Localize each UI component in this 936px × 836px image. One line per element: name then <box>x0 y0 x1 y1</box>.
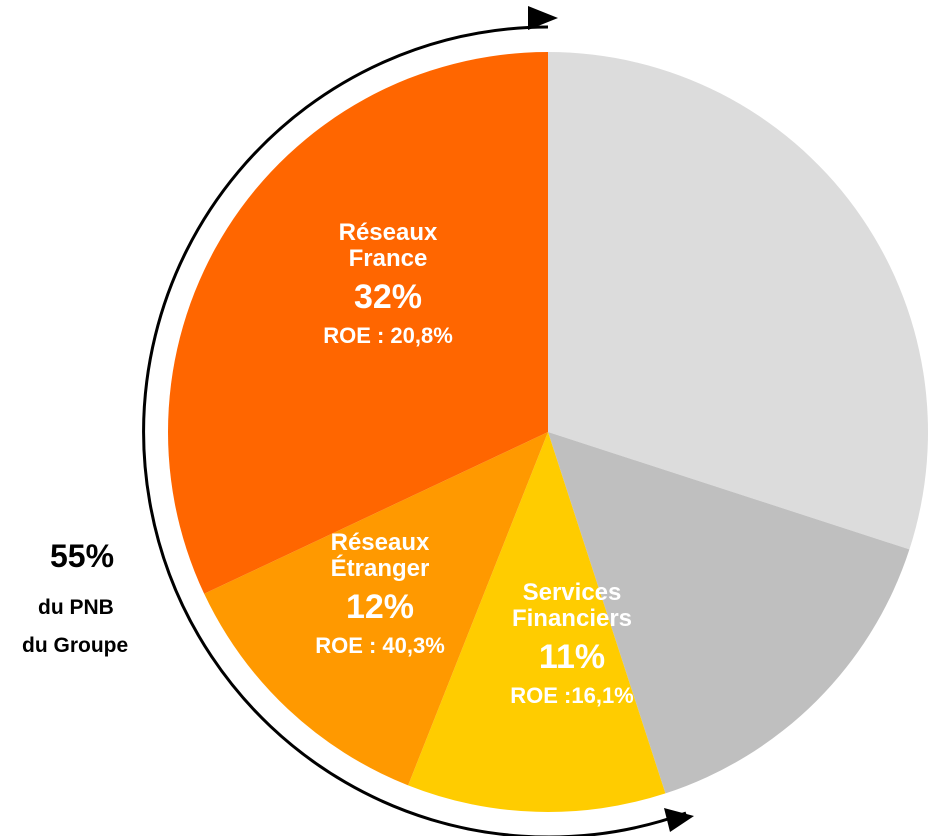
slice-name: Services Financiers <box>511 579 633 633</box>
slice-name: Réseaux Étranger <box>330 529 430 583</box>
slice-name: Réseaux France <box>338 219 438 273</box>
slice-roe: ROE : 40,3% <box>315 633 445 659</box>
arrow-head <box>528 6 558 30</box>
slice-value: 12% <box>345 587 415 626</box>
arrow-head <box>664 808 694 832</box>
pie-slice <box>408 432 666 812</box>
slices <box>167 52 928 812</box>
pie-slice <box>548 52 928 550</box>
slice-roe: ROE : 20,8% <box>323 323 453 349</box>
slice-value: 11% <box>538 637 606 676</box>
bracket-arc <box>142 25 687 836</box>
slice-label: Services Financiers 11% ROE :16,1% <box>487 579 657 709</box>
annotation-line: du PNB <box>38 596 114 619</box>
pie-slice <box>167 52 548 594</box>
pie-slice <box>548 432 910 794</box>
annotation-line: du Groupe <box>22 634 129 657</box>
slice-roe: ROE :16,1% <box>510 683 634 709</box>
pie-slice <box>204 432 549 786</box>
slice-label: Réseaux France 32% ROE : 20,8% <box>303 219 473 349</box>
slice-value: 32% <box>353 277 423 316</box>
annotation-value: 55% <box>50 538 115 574</box>
slice-label: Réseaux Étranger 12% ROE : 40,3% <box>295 529 465 659</box>
